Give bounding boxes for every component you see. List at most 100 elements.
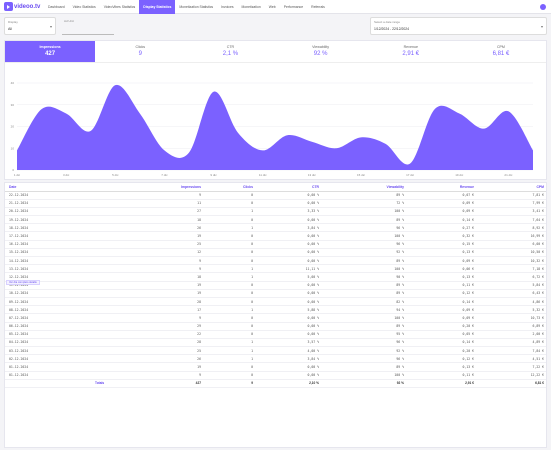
display-select[interactable]: Display All	[4, 17, 56, 35]
table-cell: 9	[115, 264, 205, 274]
metric-tab[interactable]: CTR 2,1 %	[185, 41, 275, 62]
row-tooltip: Ver día completo detalle	[6, 280, 40, 285]
table-cell: 13-12-2024	[5, 264, 115, 274]
table-row[interactable]: 10-12-2024 19 0 0,00 % 89 % 0,12 €6,43 €	[5, 289, 546, 298]
table-row[interactable]: 06-12-2024 29 0 0,00 % 89 % 0,20 €6,89 €	[5, 322, 546, 331]
chevron-down-icon	[541, 26, 543, 28]
column-header[interactable]: Revenue	[408, 183, 478, 192]
table-cell: 06-12-2024	[5, 322, 115, 331]
table-row[interactable]: 12-12-2024 18 1 5,00 % 90 % 0,13 €6,72 €	[5, 272, 546, 282]
table-row[interactable]: 07-12-2024 9 0 0,00 % 100 % 0,09 €10,73 €	[5, 313, 546, 323]
table-row[interactable]: 03-12-2024 25 1 4,00 % 92 % 0,20 €7,84 €	[5, 346, 546, 356]
table-row[interactable]: 04-12-2024 28 1 3,57 % 96 % 0,14 €4,89 €	[5, 338, 546, 348]
ad-unit-label: Ad Unit	[64, 19, 74, 23]
table-cell: 0,13 €	[408, 272, 478, 282]
nav-item[interactable]: Web	[268, 4, 276, 9]
metric-value: 2,91 €	[402, 51, 420, 57]
table-row[interactable]: 09-12-2024 28 0 0,00 % 82 % 0,14 €4,86 €	[5, 297, 546, 307]
table-row[interactable]: 14-12-2024 9 0 0,00 % 89 % 0,09 €10,32 €	[5, 256, 546, 266]
table-cell: 96 %	[323, 354, 408, 364]
table-row[interactable]: 18-12-2024 26 1 3,84 % 96 % 0,27 €8,92 €	[5, 223, 546, 233]
table-cell: 0,07 €	[408, 191, 478, 200]
table-cell: 3,41 €	[478, 207, 546, 217]
table-row[interactable]: 22-12-2024 9 0 0,00 % 89 % 0,07 €7,81 €	[5, 191, 546, 200]
table-cell: 89 %	[323, 322, 408, 331]
metric-tab[interactable]: Impressions 427	[5, 41, 96, 62]
table-row[interactable]: 21-12-2024 11 0 0,00 % 72 % 0,09 €7,99 €	[5, 199, 546, 208]
table-cell: 0	[205, 191, 257, 200]
date-range-picker[interactable]: Select a date range 1/12/2024 - 22/12/20…	[370, 17, 547, 35]
table-cell: 0,20 €	[408, 346, 478, 356]
table-cell: 8,92 €	[478, 223, 546, 233]
metric-tab[interactable]: Viewability 92 %	[276, 41, 366, 62]
nav-item[interactable]: Video Statistics	[72, 4, 96, 9]
table-cell: 08-12-2024	[5, 305, 115, 315]
table-cell: 96 %	[323, 240, 408, 249]
totals-cell: 6,81 €	[478, 378, 546, 389]
table-cell: 3,57 %	[257, 338, 323, 348]
metric-label: Viewability	[312, 45, 330, 49]
column-header[interactable]: Date	[5, 183, 115, 192]
table-cell: 01-12-2024	[5, 371, 115, 380]
table-row[interactable]: 16-12-2024 25 0 0,00 % 96 % 0,15 €6,00 €	[5, 240, 546, 249]
table-row[interactable]: 15-12-2024 12 0 0,00 % 92 % 0,13 €10,50 €	[5, 248, 546, 258]
column-header[interactable]: Clicks	[205, 183, 257, 192]
table-cell: 7,99 €	[478, 199, 546, 208]
logo-text: videoo.tv	[14, 3, 41, 10]
nav-item[interactable]: Monetization Statistics	[179, 4, 214, 9]
table-cell: 1	[205, 223, 257, 233]
chevron-down-icon	[50, 26, 52, 28]
x-tick-label: 7 dic	[161, 173, 168, 177]
table-cell: 0,00 %	[257, 256, 323, 266]
table-row[interactable]: 02-12-2024 26 1 3,84 % 96 % 0,12 €4,51 €	[5, 354, 546, 364]
display-select-value: All	[8, 27, 12, 31]
metric-tab[interactable]: Clicks 9	[95, 41, 185, 62]
table-cell: 1	[205, 305, 257, 315]
totals-row: Totals 427 9 2,10 % 92 % 2,91 €6,81 €	[5, 378, 546, 389]
column-header[interactable]: Viewability	[323, 183, 408, 192]
table-cell: 4,51 €	[478, 354, 546, 364]
totals-cell: 427	[115, 378, 205, 389]
nav-item[interactable]: Monetization	[241, 4, 261, 9]
metric-tab[interactable]: Revenue 2,91 €	[366, 41, 456, 62]
statistics-table-container: Date Impressions Clicks CTR Viewability Reven…	[4, 182, 547, 448]
table-cell: 0	[205, 248, 257, 258]
table-row[interactable]: 01-12-2024 19 0 0,00 % 89 % 0,13 €7,22 €	[5, 362, 546, 372]
column-header[interactable]: CPM	[478, 183, 546, 192]
table-cell: 7,18 €	[478, 264, 546, 274]
table-row[interactable]: 17-12-2024 19 0 0,00 % 100 % 0,32 €16,99 €	[5, 231, 546, 241]
table-row[interactable]: 13-12-2024 9 1 11,11 % 100 % 0,06 €7,18 €	[5, 264, 546, 274]
logo[interactable]: videoo.tv	[0, 0, 44, 14]
nav-item[interactable]: Performance	[283, 4, 304, 9]
table-row[interactable]: 05-12-2024 22 0 0,00 % 95 % 0,05 €2,00 €	[5, 330, 546, 339]
table-cell: 92 %	[323, 248, 408, 258]
table-cell: 100 %	[323, 313, 408, 323]
table-cell: 0,09 €	[408, 256, 478, 266]
table-row[interactable]: 08-12-2024 17 1 5,88 % 94 % 0,09 €5,32 €	[5, 305, 546, 315]
table-cell: 100 %	[323, 264, 408, 274]
table-row[interactable]: 01-12-2024 9 0 0,00 % 100 % 0,11 €12,22 €	[5, 371, 546, 380]
nav-item[interactable]: Dashboard	[48, 4, 65, 9]
table-cell: 18	[115, 272, 205, 282]
filter-bar: Display All Ad Unit Select a date range …	[4, 16, 547, 38]
table-cell: 3,33 %	[257, 207, 323, 217]
table-cell: 0,14 €	[408, 338, 478, 348]
table-cell: 4,89 €	[478, 338, 546, 348]
nav-item[interactable]: Display Statistics	[139, 0, 176, 14]
user-avatar-icon[interactable]	[540, 4, 546, 10]
nav-item[interactable]: VideoVibes Statistics	[103, 4, 136, 9]
table-cell: 14-12-2024	[5, 256, 115, 266]
column-header[interactable]: Impressions	[115, 183, 205, 192]
nav-item[interactable]: Referrals	[311, 4, 325, 9]
table-row[interactable]: 20-12-2024 27 1 3,33 % 100 % 0,09 €3,41 €	[5, 207, 546, 217]
nav-item[interactable]: Invoices	[221, 4, 234, 9]
column-header[interactable]: CTR	[257, 183, 323, 192]
table-cell: 26	[115, 223, 205, 233]
metric-label: Impressions	[39, 45, 61, 49]
table-row[interactable]: 19-12-2024 18 0 0,00 % 89 % 0,14 €7,64 €	[5, 215, 546, 225]
table-cell: 96 %	[323, 338, 408, 348]
table-cell: 0,00 %	[257, 240, 323, 249]
table-row[interactable]: 11-12-2024 19 0 0,00 % 89 % 0,11 €5,84 €	[5, 281, 546, 290]
metric-tab[interactable]: CPM 6,81 €	[456, 41, 546, 62]
ad-unit-input[interactable]: Ad Unit	[62, 17, 114, 35]
